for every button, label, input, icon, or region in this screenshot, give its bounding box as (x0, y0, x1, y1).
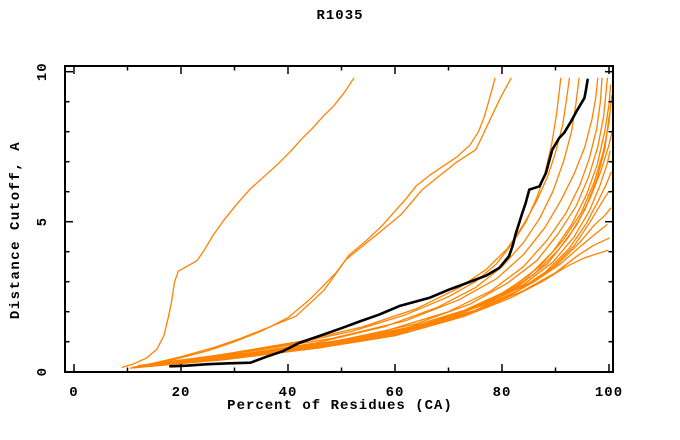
curve-model_04 (137, 77, 562, 367)
curve-model_13 (134, 131, 613, 368)
x-tick-label: 100 (595, 385, 623, 401)
x-tick-label: 40 (279, 385, 298, 401)
x-tick-label: 80 (493, 385, 512, 401)
y-tick-label: 5 (35, 217, 51, 226)
curve-model_11 (137, 95, 613, 367)
curve-model_01 (121, 77, 355, 368)
plot-title: R1035 (316, 8, 364, 24)
curve-model_19 (148, 237, 610, 366)
x-tick-label: 0 (69, 385, 78, 401)
curve-model_08 (132, 77, 603, 368)
curve-model_06 (140, 77, 580, 367)
y-tick-label: 10 (35, 62, 51, 81)
curve-model_17 (153, 207, 612, 364)
y-tick-label: 0 (35, 367, 51, 376)
x-tick-label: 60 (386, 385, 405, 401)
curve-model_18 (132, 224, 608, 369)
curve-best_model (169, 78, 589, 368)
x-tick-label: 20 (172, 385, 191, 401)
plot-frame (64, 65, 614, 373)
curve-model_02 (148, 77, 512, 365)
curve-model_07 (148, 77, 599, 365)
x-axis-label: Percent of Residues (CA) (227, 398, 453, 414)
curve-model_03 (142, 77, 496, 366)
